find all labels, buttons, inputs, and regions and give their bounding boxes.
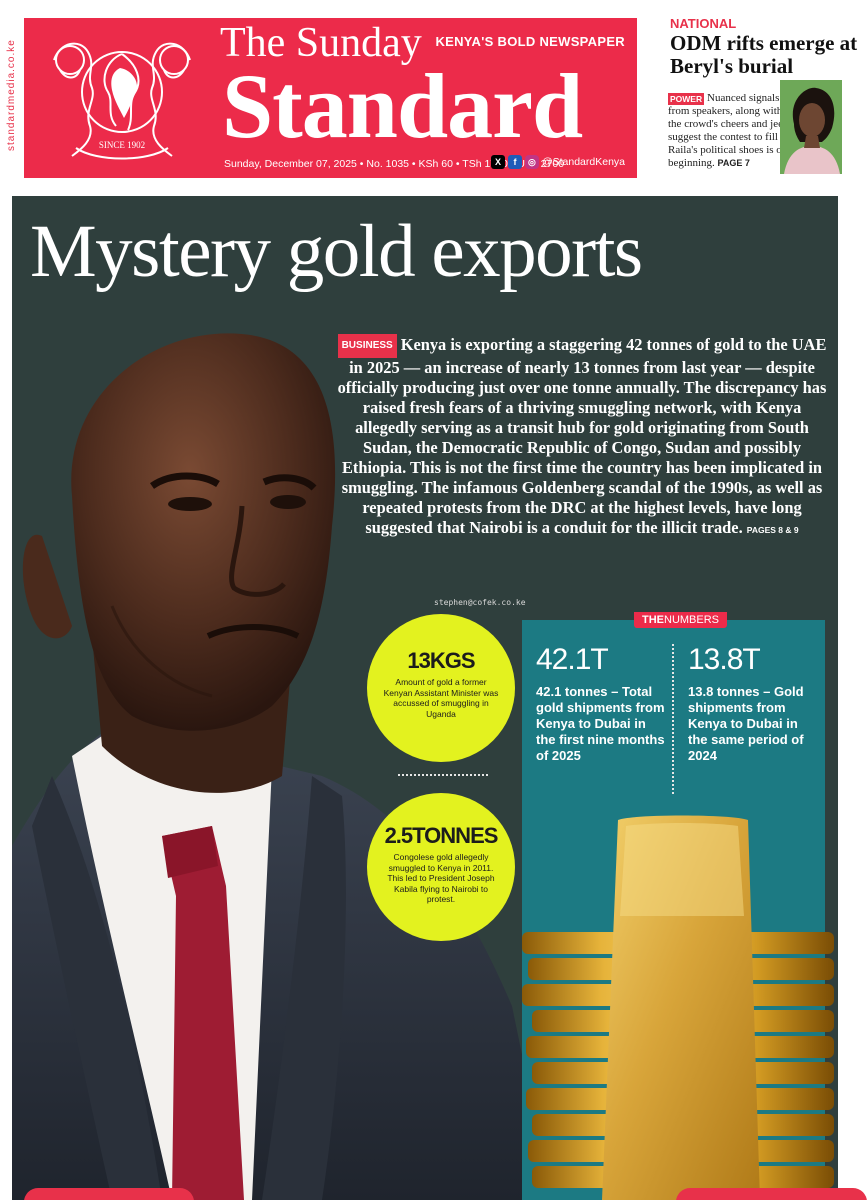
masthead-tagline: KENYA'S BOLD NEWSPAPER <box>435 34 625 49</box>
teaser-label: POWER <box>668 93 705 105</box>
bottom-right-tab <box>676 1188 867 1200</box>
callout-value: 13KGS <box>407 648 475 673</box>
president-portrait <box>12 333 552 1200</box>
stat-value: 13.8T <box>688 643 761 676</box>
intro-text: Kenya is exporting a staggering 42 tonne… <box>337 335 827 537</box>
dotted-divider <box>398 774 488 776</box>
stat-value: 42.1T <box>536 643 609 676</box>
photo-credit: stephen@cofek.co.ke <box>434 598 526 607</box>
lead-headline: Mystery gold exports <box>30 210 643 293</box>
side-url: standardmedia.co.ke <box>6 39 17 151</box>
social-handle: @StandardKenya <box>541 156 625 168</box>
numbers-divider <box>672 644 674 794</box>
dateline: Sunday, December 07, 2025 • No. 1035 • K… <box>224 158 565 170</box>
lead-intro: BUSINESS Kenya is exporting a staggering … <box>337 334 827 540</box>
callout-2-5-tonnes: 2.5TONNES Congolese gold allegedly smugg… <box>367 793 515 941</box>
teaser-page: PAGE 7 <box>717 158 750 168</box>
instagram-icon: ◎ <box>524 155 539 169</box>
stat-description: 13.8 tonnes – Gold shipments from Kenya … <box>688 684 804 763</box>
masthead-the: The Sunday <box>220 20 422 66</box>
gold-bars-image <box>522 815 834 1200</box>
lion-crest-logo: SINCE 1902 <box>53 42 191 160</box>
social-handles: X f ◎ @StandardKenya <box>490 155 625 169</box>
facebook-icon: f <box>507 155 522 169</box>
masthead: SINCE 1902 The Sunday KENYA'S BOLD NEWSP… <box>24 18 637 178</box>
teaser-photo <box>780 80 842 174</box>
callout-text: Amount of gold a former Kenyan Assistant… <box>383 677 499 719</box>
masthead-title: Standard <box>222 55 583 157</box>
callout-value: 2.5TONNES <box>384 823 499 848</box>
callout-13kgs: 13KGS Amount of gold a former Kenyan Ass… <box>367 614 515 762</box>
stat-description: 42.1 tonnes – Total gold shipments from … <box>536 684 665 763</box>
teaser-headline: ODM rifts emerge at Beryl's burial <box>670 31 858 78</box>
teaser-kicker: NATIONAL <box>670 16 737 31</box>
callout-text: Congolese gold allegedly smuggled to Ken… <box>387 852 495 904</box>
stat-2025: 42.1T 42.1 tonnes – Total gold shipments… <box>536 642 666 764</box>
x-icon: X <box>490 155 505 169</box>
crest-since: SINCE 1902 <box>99 140 145 150</box>
numbers-label: THENUMBERS <box>634 612 728 628</box>
intro-pages: PAGES 8 & 9 <box>746 525 799 535</box>
numbers-label-bold: THE <box>642 614 664 626</box>
bottom-left-tab <box>24 1188 194 1200</box>
stat-2024: 13.8T 13.8 tonnes – Gold shipments from … <box>688 642 818 764</box>
section-tag: BUSINESS <box>337 334 397 358</box>
teaser-body: Nuanced signals from speakers, along wit… <box>668 92 796 170</box>
teaser-body-text: Nuanced signals from speakers, along wit… <box>668 92 796 169</box>
numbers-label-rest: NUMBERS <box>664 614 720 626</box>
lead-story: Mystery gold exports <box>12 196 838 1200</box>
national-teaser: NATIONAL ODM rifts emerge at Beryl's bur… <box>652 10 862 182</box>
